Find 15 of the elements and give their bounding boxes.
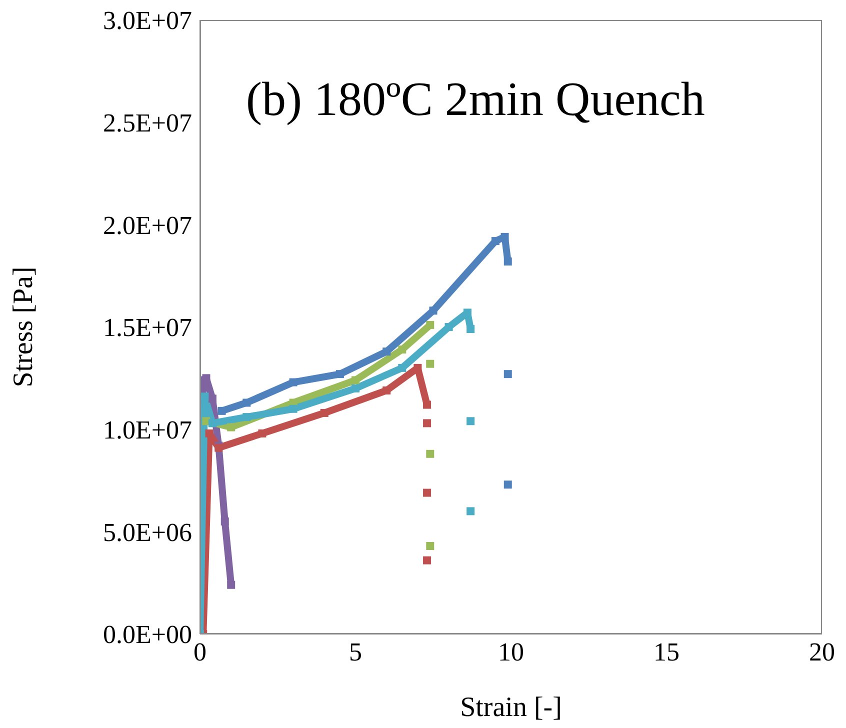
y-tick-label: 2.0E+07 — [102, 210, 192, 240]
x-tick-label: 5 — [349, 637, 362, 666]
y-tick-label: 5.0E+06 — [102, 518, 192, 547]
text: (b) 180ºC 2min Quench — [246, 72, 705, 127]
x-tick-label: 0 — [194, 637, 206, 666]
x-tick-label: 15 — [654, 637, 680, 666]
y-tick-label: 1.5E+07 — [102, 313, 192, 342]
x-tick-label: 20 — [809, 637, 835, 666]
y-tick-label: 2.5E+07 — [102, 108, 192, 138]
y-tick-label: 3.0E+07 — [102, 6, 192, 36]
y-tick-label: 0.0E+00 — [102, 620, 192, 650]
y-axis-title: Stress [Pa] — [8, 266, 39, 388]
y-tick-label: 1.0E+07 — [102, 416, 192, 445]
x-tick-label: 10 — [498, 637, 524, 666]
x-axis-title: Strain [-] — [460, 692, 562, 723]
